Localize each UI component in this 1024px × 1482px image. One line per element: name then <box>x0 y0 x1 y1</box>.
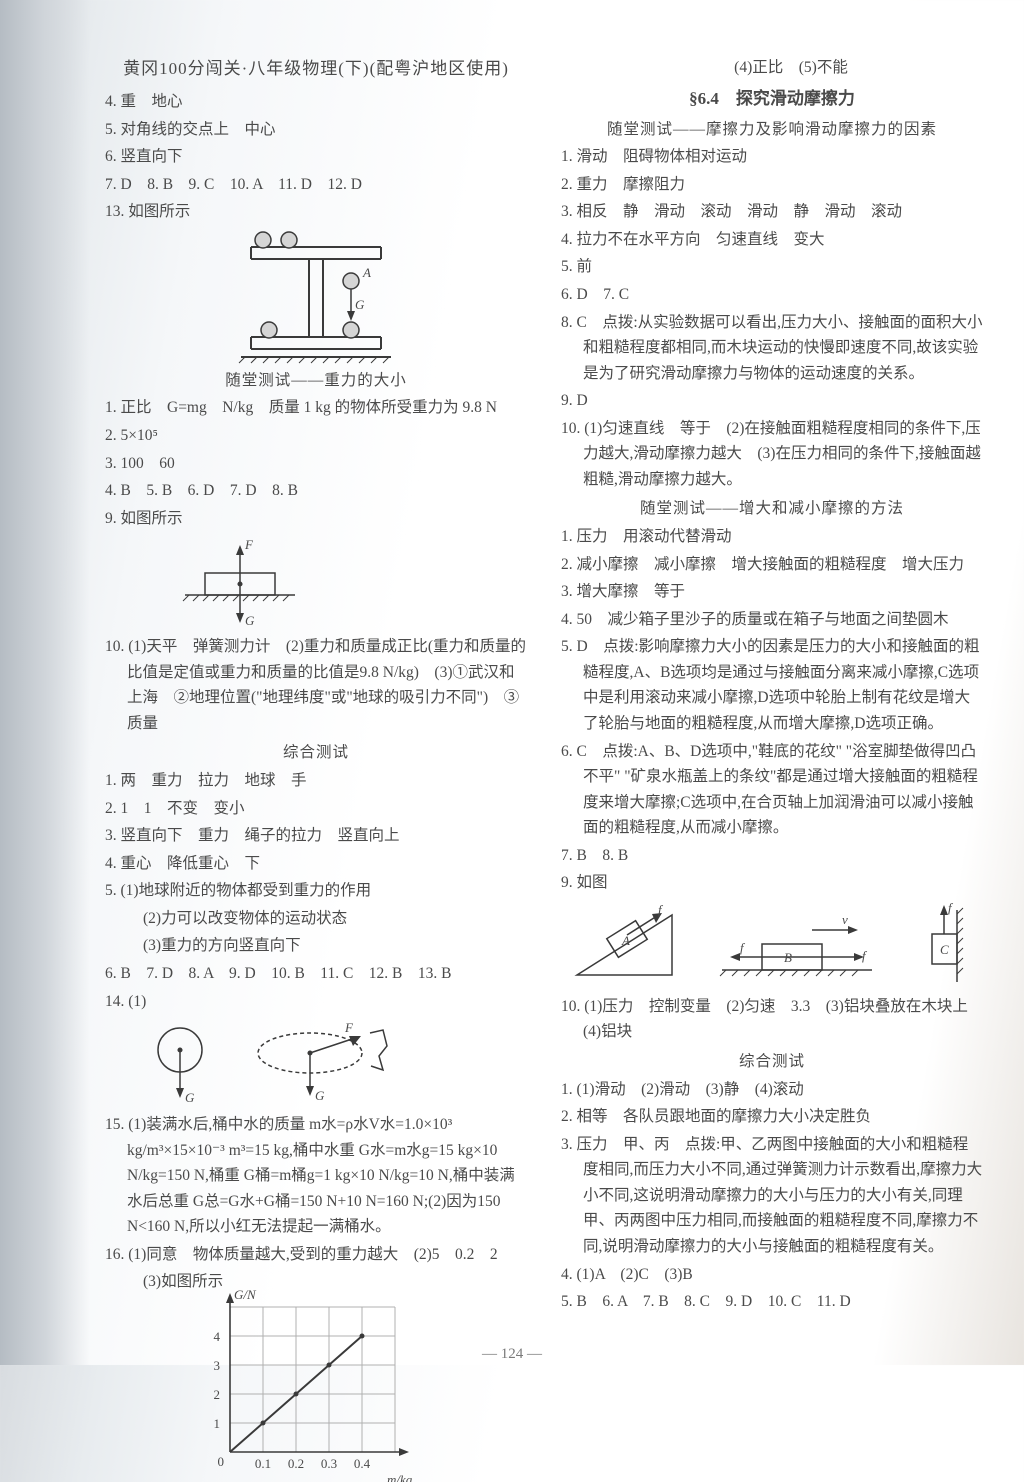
text-line: 4. B 5. B 6. D 7. D 8. B <box>105 478 527 504</box>
text-line: 13. 如图所示 <box>105 199 527 225</box>
text-line: 2. 1 1 不变 变小 <box>105 796 527 822</box>
text-line: 2. 重力 摩擦阻力 <box>561 172 983 198</box>
section-title: 综合测试 <box>105 740 527 766</box>
text-line: 5. (1)地球附近的物体都受到重力的作用 <box>105 878 527 904</box>
gm-chart: 0.1 0.2 0.3 0.4 1 2 3 4 0 m/kg G/N <box>185 1287 420 1482</box>
svg-text:2: 2 <box>214 1387 221 1402</box>
section-title: 随堂测试——增大和减小摩擦的方法 <box>561 496 983 522</box>
text-line: 14. (1) <box>105 989 527 1015</box>
svg-text:0: 0 <box>218 1454 225 1469</box>
text-line: 9. 如图所示 <box>105 506 527 532</box>
block-fg-diagram: F G <box>165 535 315 630</box>
svg-text:G: G <box>185 1090 195 1105</box>
text-line: 10. (1)天平 弹簧测力计 (2)重力和质量成正比(重力和质量的比值是定值或… <box>105 634 527 736</box>
svg-text:G: G <box>355 297 365 312</box>
text-line: 8. C 点拨:从实验数据可以看出,压力大小、接触面的面积大小和粗糙程度都相同,… <box>561 310 983 387</box>
svg-text:0.1: 0.1 <box>255 1456 271 1471</box>
text-line: 1. 压力 用滚动代替滑动 <box>561 524 983 550</box>
text-line: 3. 100 60 <box>105 451 527 477</box>
book-title: 黄冈100分闯关·八年级物理(下)(配粤沪地区使用) <box>105 55 527 83</box>
text-line: 4. 重心 降低重心 下 <box>105 851 527 877</box>
svg-text:F: F <box>344 1020 354 1035</box>
text-line: 2. 5×10⁵ <box>105 423 527 449</box>
q14-diagram: G F G <box>135 1018 435 1108</box>
text-line: 3. 相反 静 滑动 滚动 滑动 静 滑动 滚动 <box>561 199 983 225</box>
svg-text:f: f <box>862 948 868 963</box>
text-line: 6. B 7. D 8. A 9. D 10. B 11. C 12. B 13… <box>105 961 527 987</box>
svg-text:A: A <box>621 933 630 948</box>
text-line: 9. 如图 <box>561 870 983 896</box>
svg-text:1: 1 <box>214 1416 221 1431</box>
text-line: (3)如图所示 <box>105 1269 223 1295</box>
text-line: (4)正比 (5)不能 <box>561 55 983 81</box>
right-column: (4)正比 (5)不能 §6.4 探究滑动摩擦力 随堂测试——摩擦力及影响滑动摩… <box>555 55 983 1335</box>
text-line: 1. 两 重力 拉力 地球 手 <box>105 768 527 794</box>
text-line: 6. D 7. C <box>561 282 983 308</box>
svg-text:4: 4 <box>214 1329 221 1344</box>
text-line: 5. 对角线的交点上 中心 <box>105 117 527 143</box>
svg-text:0.3: 0.3 <box>321 1456 337 1471</box>
svg-text:0.4: 0.4 <box>354 1456 371 1471</box>
text-line: 2. 相等 各队员跟地面的摩擦力大小决定胜负 <box>561 1104 983 1130</box>
text-line: 5. B 6. A 7. B 8. C 9. D 10. C 11. D <box>561 1289 983 1315</box>
text-line: 9. D <box>561 388 983 414</box>
text-line: 7. D 8. B 9. C 10. A 11. D 12. D <box>105 172 527 198</box>
left-column: 黄冈100分闯关·八年级物理(下)(配粤沪地区使用) 4. 重 地心 5. 对角… <box>105 55 533 1335</box>
text-line: 6. C 点拨:A、B、D选项中,"鞋底的花纹" "浴室脚垫做得凹凸不平" "矿… <box>561 739 983 841</box>
section-title: 随堂测试——重力的大小 <box>105 368 527 394</box>
text-line: 7. B 8. B <box>561 843 983 869</box>
svg-text:f: f <box>948 900 954 915</box>
svg-text:G: G <box>315 1088 325 1103</box>
text-line: 4. 50 减少箱子里沙子的质量或在箱子与地面之间垫圆木 <box>561 607 983 633</box>
section-title: §6.4 探究滑动摩擦力 <box>561 85 983 113</box>
text-line: 3. 竖直向下 重力 绳子的拉力 竖直向上 <box>105 823 527 849</box>
text-line: 3. 增大摩擦 等于 <box>561 579 983 605</box>
svg-text:G: G <box>245 613 255 628</box>
text-line: 5. D 点拨:影响摩擦力大小的因素是压力的大小和接触面的粗糙程度,A、B选项均… <box>561 634 983 736</box>
svg-text:F: F <box>244 537 254 552</box>
text-line: 4. (1)A (2)C (3)B <box>561 1262 983 1288</box>
svg-text:A: A <box>362 265 371 280</box>
text-line: 5. 前 <box>561 254 983 280</box>
svg-text:B: B <box>784 950 792 965</box>
svg-text:3: 3 <box>214 1358 221 1373</box>
text-line: 16. (1)同意 物体质量越大,受到的重力越大 (2)5 0.2 2 <box>105 1242 527 1268</box>
text-line: 4. 拉力不在水平方向 匀速直线 变大 <box>561 227 983 253</box>
svg-text:0.2: 0.2 <box>288 1456 304 1471</box>
svg-text:G/N: G/N <box>234 1287 257 1302</box>
section-title: 随堂测试——摩擦力及影响滑动摩擦力的因素 <box>561 117 983 143</box>
ibeam-diagram: A G <box>221 229 411 364</box>
svg-text:m/kg: m/kg <box>387 1472 413 1482</box>
text-line: (3)重力的方向竖直向下 <box>105 933 527 959</box>
text-line: 15. (1)装满水后,桶中水的质量 m水=ρ水V水=1.0×10³ kg/m³… <box>105 1112 527 1240</box>
text-line: 10. (1)压力 控制变量 (2)匀速 3.3 (3)铝块叠放在木块上 (4)… <box>561 994 983 1045</box>
text-line: 4. 重 地心 <box>105 89 527 115</box>
text-line: 2. 减小摩擦 减小摩擦 增大接触面的粗糙程度 增大压力 <box>561 552 983 578</box>
svg-text:f: f <box>658 902 664 917</box>
text-line: 6. 竖直向下 <box>105 144 527 170</box>
svg-text:f: f <box>740 940 746 955</box>
text-line: 1. 滑动 阻碍物体相对运动 <box>561 144 983 170</box>
section-title: 综合测试 <box>561 1049 983 1075</box>
page-number: — 124 — <box>482 1346 542 1363</box>
text-line: 1. 正比 G=mg N/kg 质量 1 kg 的物体所受重力为 9.8 N <box>105 395 527 421</box>
text-line: 3. 压力 甲、丙 点拨:甲、乙两图中接触面的大小和粗糙程度相同,而压力大小不同… <box>561 1132 983 1260</box>
text-line: 1. (1)滑动 (2)滑动 (3)静 (4)滚动 <box>561 1077 983 1103</box>
text-line: (2)力可以改变物体的运动状态 <box>105 906 527 932</box>
svg-text:v: v <box>842 912 848 927</box>
svg-text:C: C <box>940 942 949 957</box>
text-line: 10. (1)匀速直线 等于 (2)在接触面粗糙程度相同的条件下,压力越大,滑动… <box>561 416 983 493</box>
friction-diagrams: A f B f f v <box>562 900 982 990</box>
